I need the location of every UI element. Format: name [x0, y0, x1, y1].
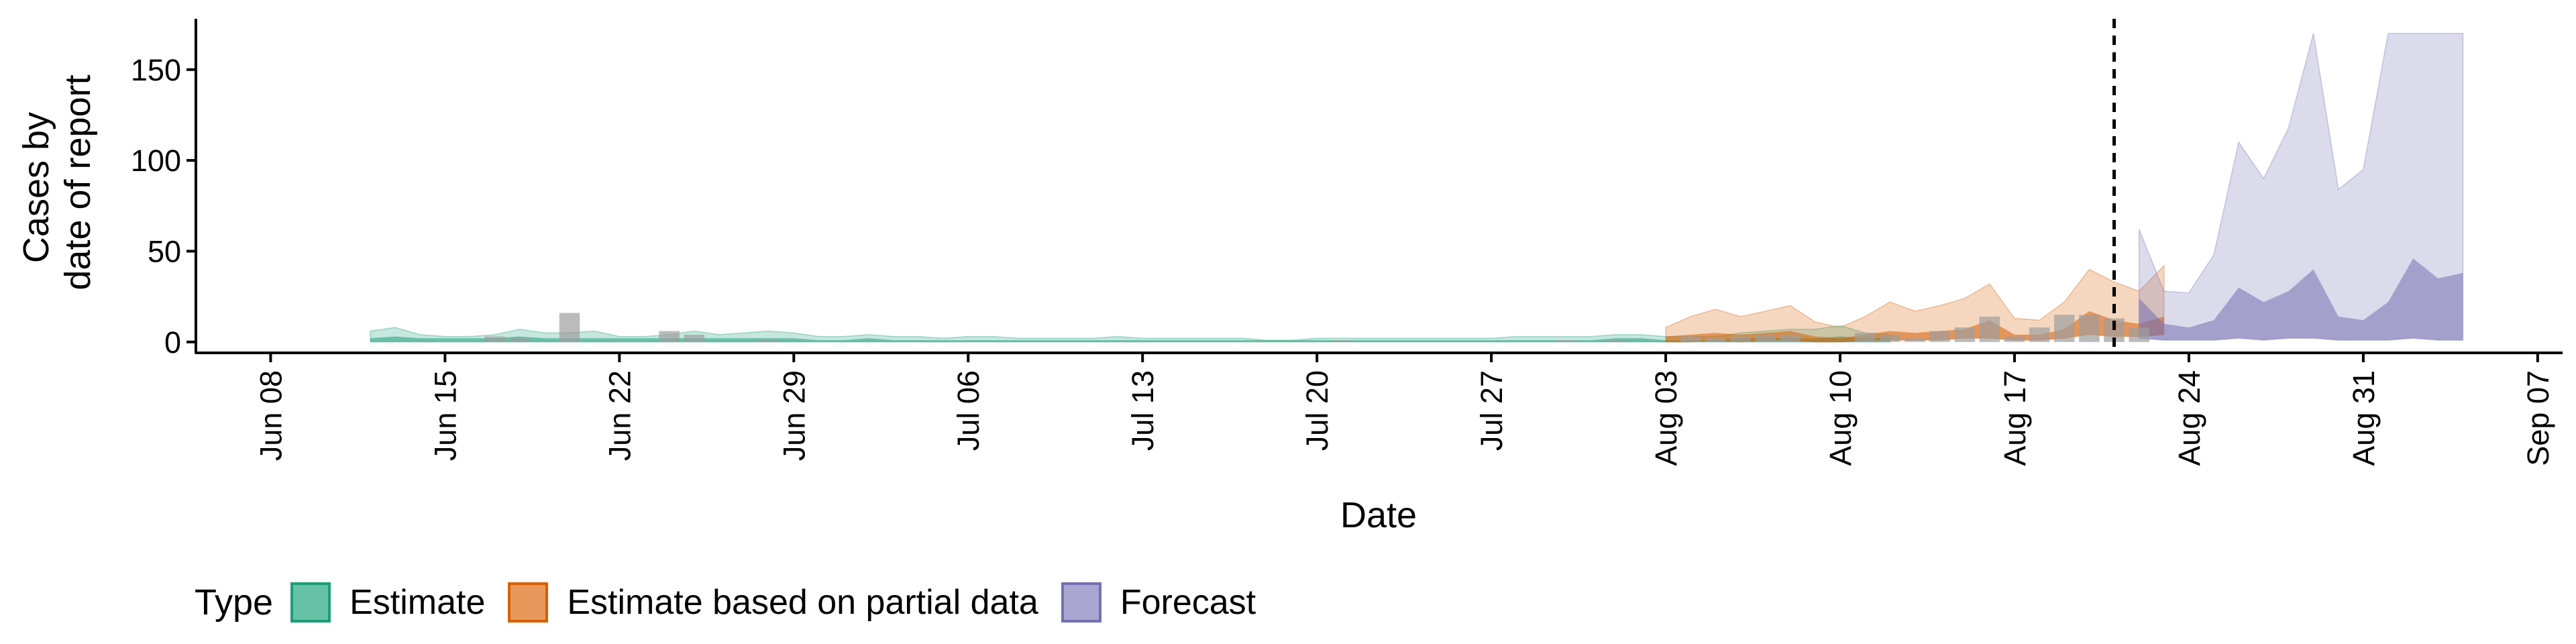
chart-areas	[370, 32, 2464, 343]
reported-case-bar	[1854, 333, 1876, 342]
y-tick-label: 0	[164, 325, 181, 360]
reported-case-bar	[1979, 316, 2000, 342]
x-tick-label: Jul 06	[951, 370, 985, 451]
svg-text:Cases by date of report: Cases by date of report	[16, 74, 98, 290]
reported-case-bar	[2004, 336, 2025, 342]
reported-case-bar	[2079, 315, 2100, 342]
x-tick-label: Sep 07	[2521, 370, 2555, 466]
reported-case-bar	[1680, 336, 1701, 342]
x-tick-label: Aug 31	[2347, 370, 2381, 466]
axes: 0 50 100 150 Jun 08 Jun 15 Jun 22 Jun 29 Jul 06 J…	[131, 19, 2563, 466]
legend: Type Estimate Estimate based on partial …	[195, 576, 1279, 629]
reported-case-bar	[1954, 327, 1975, 342]
x-tick-label: Jun 22	[602, 370, 637, 461]
reported-case-bar	[684, 334, 704, 342]
x-tick-label: Aug 10	[1823, 370, 1858, 466]
legend-title: Type	[195, 582, 274, 623]
reported-case-bar	[1880, 334, 1900, 342]
reported-case-bar	[758, 340, 780, 342]
reported-case-bar	[1730, 336, 1751, 342]
reported-case-bar	[1556, 340, 1576, 342]
reported-case-bar	[484, 336, 505, 342]
x-axis-title: Date	[1340, 495, 1417, 535]
reported-case-bar	[2129, 327, 2149, 342]
reported-cases-bars	[484, 313, 2149, 342]
reported-case-bar	[1904, 338, 1925, 342]
legend-item-partial-estimate: Estimate based on partial data	[508, 582, 1038, 623]
x-tick-label: Jul 27	[1474, 370, 1509, 451]
x-tick-label: Jun 15	[428, 370, 462, 461]
y-axis-title-line-2: date of report	[58, 74, 98, 290]
y-tick-label: 50	[148, 234, 181, 268]
legend-key-partial-estimate	[508, 582, 549, 623]
legend-key-estimate	[290, 582, 331, 623]
legend-label-partial-estimate: Estimate based on partial data	[567, 583, 1038, 622]
y-axis-title-line-1: Cases by	[16, 112, 56, 263]
estimate-inner-band	[370, 336, 1890, 342]
legend-label-forecast: Forecast	[1120, 583, 1256, 622]
reported-case-bar	[1332, 340, 1352, 342]
x-tick-label: Aug 24	[2172, 370, 2206, 466]
legend-item-estimate: Estimate	[290, 582, 485, 623]
reported-case-bar	[1929, 331, 1950, 342]
estimate-based-on-partial-data-inner-band	[1666, 311, 2164, 342]
reported-case-bar	[1755, 334, 1776, 342]
reported-case-bar	[1780, 334, 1801, 342]
x-tick-label: Jul 20	[1300, 370, 1334, 451]
x-tick-label: Aug 03	[1649, 370, 1683, 466]
reported-case-bar	[659, 331, 680, 342]
y-axis-title: Cases by date of report	[16, 74, 98, 290]
legend-label-estimate: Estimate	[350, 583, 486, 622]
y-tick-label: 150	[131, 53, 181, 87]
x-tick-label: Jun 08	[254, 370, 288, 461]
reported-case-bar	[1605, 340, 1627, 342]
legend-key-forecast	[1061, 582, 1102, 623]
reported-case-bar	[2029, 327, 2050, 342]
x-tick-label: Jun 29	[777, 370, 811, 461]
reported-case-bar	[559, 313, 580, 342]
legend-item-forecast: Forecast	[1061, 582, 1256, 623]
forecast-inner-band	[2139, 258, 2463, 341]
reported-case-bar	[2054, 315, 2075, 342]
x-tick-label: Aug 17	[1998, 370, 2032, 466]
y-tick-label: 100	[131, 144, 181, 178]
reported-case-bar	[1705, 338, 1726, 342]
x-tick-label: Jul 13	[1126, 370, 1160, 451]
reported-case-bar	[509, 338, 531, 342]
